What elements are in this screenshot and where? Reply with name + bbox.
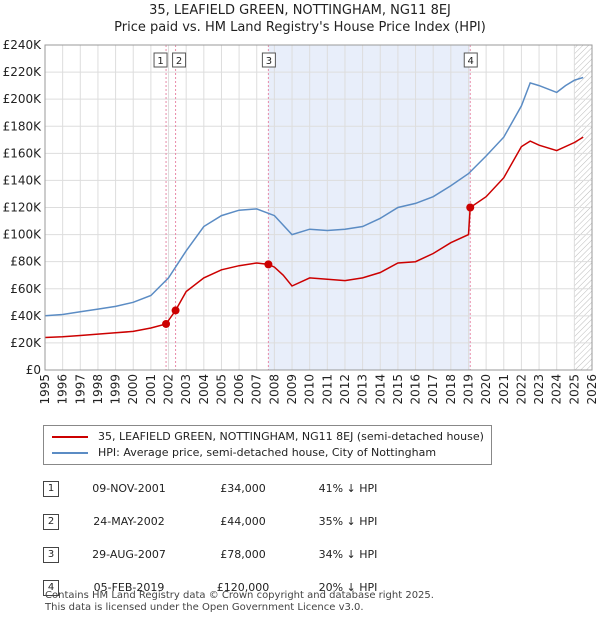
x-tick-label: 2022 bbox=[514, 374, 528, 405]
sale-date: 29-AUG-2007 bbox=[92, 548, 166, 561]
x-tick-label: 2001 bbox=[144, 374, 158, 405]
x-tick-label: 2017 bbox=[426, 374, 440, 405]
y-tick-label: £80K bbox=[10, 255, 42, 269]
x-tick-label: 2011 bbox=[320, 374, 334, 405]
table-row: 2 24-MAY-2002 £44,000 35% ↓ HPI bbox=[43, 505, 403, 538]
y-tick-label: £240K bbox=[3, 38, 43, 52]
sale-label-text: 4 bbox=[468, 56, 474, 67]
y-tick-label: £40K bbox=[10, 309, 42, 323]
x-tick-label: 2012 bbox=[338, 374, 352, 405]
x-tick-label: 2018 bbox=[444, 374, 458, 405]
x-tick-label: 1995 bbox=[38, 374, 52, 405]
sale-price: £78,000 bbox=[220, 548, 266, 561]
x-tick-label: 2024 bbox=[550, 374, 564, 405]
sale-label-box bbox=[463, 52, 478, 68]
price-chart: 1 2 3 4 £0 £20K £40K £60K £80K £100K £120K £140K £16… bbox=[3, 38, 599, 405]
y-tick-label: £0 bbox=[26, 363, 41, 377]
x-tick-label: 2026 bbox=[585, 374, 599, 405]
sale-date: 05-FEB-2019 bbox=[93, 581, 165, 594]
sale-price: £44,000 bbox=[220, 515, 266, 528]
sale-number-badge: 1 bbox=[43, 480, 59, 497]
y-tick-label: £200K bbox=[3, 92, 43, 106]
x-tick-label: 2019 bbox=[461, 374, 475, 405]
sale-label-box bbox=[172, 52, 187, 68]
y-tick-label: £20K bbox=[10, 336, 42, 350]
y-tick-label: £180K bbox=[3, 119, 43, 133]
y-tick-label: £100K bbox=[3, 228, 43, 242]
sale-number-badge: 2 bbox=[43, 513, 59, 530]
x-tick-label: 1996 bbox=[56, 374, 70, 405]
x-tick-label: 2009 bbox=[285, 374, 299, 405]
x-tick-label: 2013 bbox=[356, 374, 370, 405]
x-tick-label: 2005 bbox=[214, 374, 228, 405]
transactions-table: 1 09-NOV-2001 £34,000 41% ↓ HPI 2 24-MAY… bbox=[43, 472, 403, 604]
y-tick-label: £120K bbox=[3, 201, 43, 215]
legend: 35, LEAFIELD GREEN, NOTTINGHAM, NG11 8EJ… bbox=[43, 425, 492, 465]
legend-label-hpi: HPI: Average price, semi-detached house,… bbox=[98, 446, 437, 459]
sale-point bbox=[171, 306, 180, 315]
x-tick-label: 2020 bbox=[479, 374, 493, 405]
legend-swatch-hpi bbox=[52, 452, 88, 454]
x-tick-label: 2008 bbox=[267, 374, 281, 405]
sale-hpi-diff: 20% ↓ HPI bbox=[318, 581, 378, 594]
sale-hpi-diff: 34% ↓ HPI bbox=[318, 548, 378, 561]
x-tick-label: 2002 bbox=[162, 374, 176, 405]
y-tick-label: £220K bbox=[3, 65, 43, 79]
table-row: 1 09-NOV-2001 £34,000 41% ↓ HPI bbox=[43, 472, 403, 505]
sale-point bbox=[466, 203, 475, 212]
x-tick-label: 2015 bbox=[391, 374, 405, 405]
sale-price: £120,000 bbox=[216, 581, 270, 594]
sale-number-badge: 4 bbox=[43, 579, 59, 596]
x-tick-label: 1999 bbox=[109, 374, 123, 405]
table-row: 3 29-AUG-2007 £78,000 34% ↓ HPI bbox=[43, 538, 403, 571]
x-tick-label: 1998 bbox=[91, 374, 105, 405]
table-row: 4 05-FEB-2019 £120,000 20% ↓ HPI bbox=[43, 571, 403, 604]
series-line-price bbox=[44, 136, 584, 339]
sale-label-text: 3 bbox=[266, 56, 272, 67]
x-tick-label: 1997 bbox=[73, 374, 87, 405]
footer-copyright: Contains HM Land Registry data © Crown c… bbox=[45, 590, 434, 601]
sale-label-box bbox=[153, 52, 168, 68]
sale-number-badge: 3 bbox=[43, 546, 59, 563]
sale-label-box bbox=[261, 52, 276, 68]
x-tick-label: 2010 bbox=[303, 374, 317, 405]
x-tick-label: 2023 bbox=[532, 374, 546, 405]
sale-price: £34,000 bbox=[220, 482, 266, 495]
y-tick-label: £140K bbox=[3, 173, 43, 187]
sale-label-text: 1 bbox=[157, 56, 163, 67]
sale-point bbox=[264, 260, 273, 269]
footer-licence: This data is licensed under the Open Gov… bbox=[45, 602, 364, 613]
x-tick-label: 2025 bbox=[567, 374, 581, 405]
sale-label-text: 2 bbox=[176, 56, 182, 67]
x-tick-label: 2021 bbox=[497, 374, 511, 405]
legend-swatch-price bbox=[52, 436, 88, 438]
y-tick-label: £60K bbox=[10, 282, 42, 296]
chart-title: 35, LEAFIELD GREEN, NOTTINGHAM, NG11 8EJ bbox=[149, 3, 451, 18]
legend-label-price: 35, LEAFIELD GREEN, NOTTINGHAM, NG11 8EJ… bbox=[98, 430, 484, 443]
x-tick-label: 2006 bbox=[232, 374, 246, 405]
x-tick-label: 2007 bbox=[250, 374, 264, 405]
x-tick-label: 2014 bbox=[373, 374, 387, 405]
sale-date: 24-MAY-2002 bbox=[93, 515, 165, 528]
sale-date: 09-NOV-2001 bbox=[92, 482, 166, 495]
plot-border bbox=[44, 44, 593, 371]
chart-subtitle: Price paid vs. HM Land Registry's House … bbox=[114, 20, 486, 35]
x-tick-label: 2000 bbox=[126, 374, 140, 405]
x-tick-label: 2004 bbox=[197, 374, 211, 405]
series-line-hpi bbox=[44, 76, 584, 317]
x-tick-label: 2003 bbox=[179, 374, 193, 405]
sale-hpi-diff: 41% ↓ HPI bbox=[318, 482, 378, 495]
x-tick-label: 2016 bbox=[409, 374, 423, 405]
sale-hpi-diff: 35% ↓ HPI bbox=[318, 515, 378, 528]
y-tick-label: £160K bbox=[3, 146, 43, 160]
sale-point bbox=[162, 319, 171, 328]
